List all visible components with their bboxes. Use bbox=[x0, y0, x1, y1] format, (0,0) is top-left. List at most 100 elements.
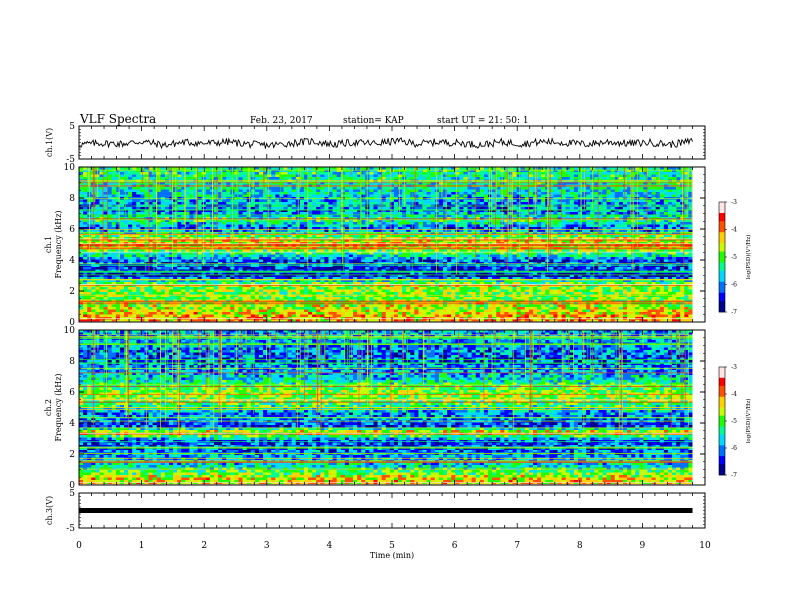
psd-cell bbox=[128, 234, 133, 238]
psd-cell bbox=[443, 232, 448, 235]
psd-cell bbox=[254, 182, 260, 185]
psd-cell bbox=[610, 224, 616, 228]
psd-cell bbox=[234, 207, 239, 210]
psd-cell bbox=[140, 234, 145, 238]
psd-cell bbox=[353, 234, 358, 238]
psd-cell bbox=[177, 194, 182, 198]
psd-cell bbox=[643, 229, 648, 233]
psd-cell bbox=[377, 207, 383, 210]
psd-cell bbox=[532, 229, 538, 233]
psd-cell bbox=[111, 227, 117, 230]
psd-cell bbox=[381, 169, 387, 173]
psd-cell bbox=[667, 172, 673, 175]
psd-cell bbox=[618, 192, 624, 195]
psd-cell bbox=[443, 199, 448, 203]
psd-cell bbox=[119, 229, 125, 233]
psd-cell bbox=[160, 182, 166, 185]
psd-cell bbox=[586, 192, 591, 195]
psd-cell bbox=[451, 212, 456, 215]
psd-cell bbox=[618, 167, 624, 170]
psd-cell bbox=[197, 189, 203, 193]
psd-cell bbox=[128, 209, 133, 213]
psd-cell bbox=[119, 209, 125, 213]
psd-cell bbox=[254, 192, 260, 195]
psd-cell bbox=[647, 169, 652, 173]
psd-cell bbox=[205, 237, 211, 240]
psd-cell bbox=[148, 227, 154, 230]
psd-cell bbox=[115, 227, 121, 230]
psd-cell bbox=[111, 212, 117, 215]
psd-cell bbox=[606, 199, 612, 203]
psd-cell bbox=[487, 174, 493, 178]
psd-cell bbox=[389, 172, 395, 175]
psd-cell bbox=[279, 234, 284, 238]
psd-cell bbox=[385, 202, 391, 205]
psd-cell bbox=[291, 232, 297, 235]
psd-cell bbox=[271, 244, 276, 248]
psd-cell bbox=[291, 187, 297, 190]
psd-cell bbox=[541, 237, 546, 240]
psd-cell bbox=[254, 219, 260, 223]
psd-cell bbox=[119, 219, 125, 223]
psd-cell bbox=[487, 227, 493, 230]
psd-cell bbox=[569, 214, 575, 218]
psd-cell bbox=[275, 237, 280, 240]
psd-cell bbox=[451, 174, 456, 178]
psd-cell bbox=[426, 167, 432, 170]
psd-cell bbox=[312, 192, 317, 195]
psd-cell bbox=[672, 199, 677, 203]
psd-cell bbox=[418, 169, 423, 173]
psd-cell bbox=[577, 229, 583, 233]
psd-cell bbox=[537, 167, 542, 170]
psd-cell bbox=[103, 239, 109, 243]
psd-cell bbox=[639, 189, 644, 193]
psd-cell bbox=[528, 227, 534, 230]
psd-cell bbox=[586, 202, 591, 205]
psd-cell bbox=[438, 227, 444, 230]
psd-cell bbox=[504, 174, 509, 178]
psd-cell bbox=[185, 187, 190, 190]
psd-cell bbox=[667, 237, 673, 240]
psd-cell bbox=[549, 234, 554, 238]
psd-cell bbox=[324, 199, 329, 203]
psd-cell bbox=[79, 234, 84, 238]
psd-cell bbox=[103, 234, 109, 238]
psd-cell bbox=[590, 219, 595, 223]
psd-cell bbox=[459, 192, 464, 195]
psd-cell bbox=[643, 169, 648, 173]
psd-cell bbox=[614, 219, 620, 223]
psd-cell bbox=[336, 239, 342, 243]
psd-cell bbox=[312, 177, 317, 180]
psd-cell bbox=[659, 219, 665, 223]
psd-cell bbox=[684, 199, 689, 203]
psd-cell bbox=[369, 174, 374, 178]
psd-cell bbox=[103, 237, 109, 240]
psd-cell bbox=[148, 172, 154, 175]
psd-cell bbox=[573, 187, 579, 190]
psd-cell bbox=[332, 229, 338, 233]
psd-cell bbox=[602, 174, 607, 178]
psd-cell bbox=[602, 212, 607, 215]
psd-cell bbox=[426, 222, 432, 225]
psd-cell bbox=[287, 232, 293, 235]
psd-cell bbox=[369, 239, 374, 243]
psd-cell bbox=[434, 202, 440, 205]
psd-cell bbox=[348, 214, 354, 218]
psd-cell bbox=[659, 232, 665, 235]
psd-cell bbox=[434, 182, 440, 185]
psd-cell bbox=[308, 229, 313, 233]
psd-cell bbox=[667, 192, 673, 195]
psd-cell bbox=[496, 192, 501, 195]
psd-cell bbox=[639, 227, 644, 230]
psd-cell bbox=[373, 232, 378, 235]
psd-cell bbox=[173, 169, 178, 173]
psd-cell bbox=[320, 182, 325, 185]
psd-cell bbox=[430, 214, 436, 218]
psd-cell bbox=[422, 214, 428, 218]
psd-cell bbox=[443, 224, 448, 228]
psd-cell bbox=[218, 224, 223, 228]
psd-cell bbox=[430, 177, 436, 180]
psd-cell bbox=[226, 207, 231, 210]
psd-cell bbox=[549, 207, 554, 210]
psd-cell bbox=[303, 167, 309, 170]
